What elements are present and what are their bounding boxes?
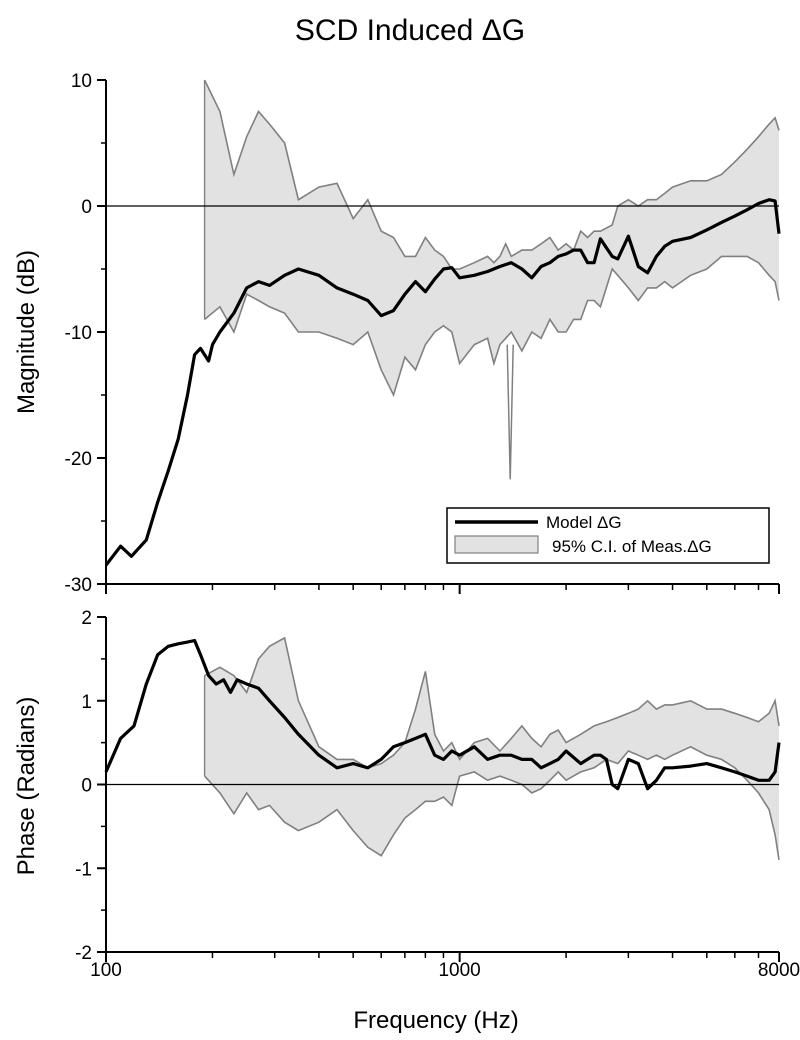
phase-axis-label: Phase (Radians) (13, 697, 40, 876)
magnitude-y-tick-label: -30 (65, 575, 92, 596)
magnitude-ci-notch (506, 344, 514, 480)
phase-model-line (104, 638, 781, 791)
x-tick-label: 100 (90, 960, 122, 981)
x-tick-label: 8000 (758, 960, 800, 981)
phase-y-tick-label: 2 (81, 608, 92, 629)
magnitude-y-tick-label: 10 (71, 71, 92, 92)
magnitude-axis-label: Magnitude (dB) (13, 250, 40, 414)
magnitude-ci-lower-edge (204, 255, 780, 398)
x-tick-label: 1000 (438, 960, 480, 981)
phase-panel: 2 1 0 -1 -2 (75, 608, 781, 964)
frequency-axis-label: Frequency (Hz) (353, 1007, 518, 1034)
phase-y-tick-label: 0 (81, 776, 92, 797)
x-axis-ticks: 100 1000 8000 (90, 960, 800, 981)
magnitude-ci-upper-edge (203, 79, 780, 270)
phase-y-tick-label: 1 (81, 692, 92, 713)
magnitude-model-line (104, 198, 781, 567)
phase-ci-lower-edge (204, 745, 780, 861)
magnitude-panel: 10 0 -10 -20 -30 (65, 71, 781, 596)
legend-ci-label: 95% C.I. of Meas.ΔG (552, 537, 712, 556)
phase-ci-band (204, 637, 780, 860)
phase-ci-upper-edge (204, 636, 780, 769)
magnitude-ci-band (204, 80, 780, 395)
phase-y-tick-label: -1 (75, 859, 92, 880)
legend: Model ΔG 95% C.I. of Meas.ΔG (446, 507, 770, 564)
legend-model-label: Model ΔG (546, 513, 622, 532)
magnitude-y-tick-label: -10 (65, 323, 92, 344)
legend-ci-swatch (454, 535, 539, 554)
chart-title: SCD Induced ΔG (295, 14, 525, 47)
magnitude-y-tick-label: -20 (65, 449, 92, 470)
magnitude-y-tick-label: 0 (81, 197, 92, 218)
phase-y-tick-label: -2 (75, 943, 92, 964)
